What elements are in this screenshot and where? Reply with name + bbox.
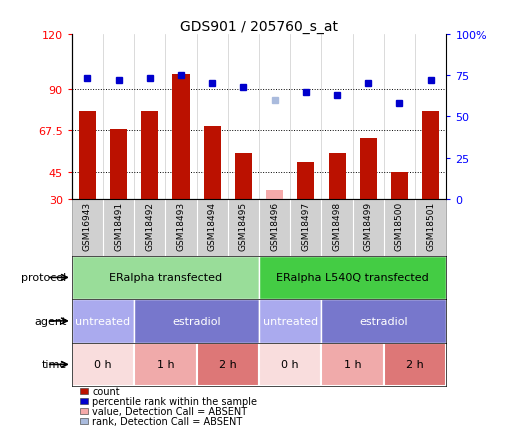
Text: estradiol: estradiol <box>360 316 408 326</box>
Bar <box>322 343 384 386</box>
Bar <box>72 299 134 343</box>
Text: 0 h: 0 h <box>94 360 112 369</box>
Text: count: count <box>92 387 120 396</box>
Text: time: time <box>42 360 67 369</box>
Text: GSM18491: GSM18491 <box>114 201 123 250</box>
Text: GSM18501: GSM18501 <box>426 201 435 250</box>
Bar <box>259 299 322 343</box>
Text: GSM18495: GSM18495 <box>239 201 248 250</box>
Bar <box>391 172 408 200</box>
Text: protocol: protocol <box>22 273 67 283</box>
Bar <box>196 343 259 386</box>
Bar <box>172 75 190 200</box>
Title: GDS901 / 205760_s_at: GDS901 / 205760_s_at <box>180 20 338 34</box>
Bar <box>360 139 377 200</box>
Text: 2 h: 2 h <box>406 360 424 369</box>
Text: GSM18499: GSM18499 <box>364 201 373 250</box>
Bar <box>259 343 322 386</box>
Bar <box>110 130 127 200</box>
Text: estradiol: estradiol <box>172 316 221 326</box>
Text: 1 h: 1 h <box>344 360 362 369</box>
Text: value, Detection Call = ABSENT: value, Detection Call = ABSENT <box>92 407 247 416</box>
Bar <box>384 343 446 386</box>
Bar <box>134 343 196 386</box>
Bar <box>328 154 346 200</box>
Text: ERalpha L540Q transfected: ERalpha L540Q transfected <box>277 273 429 283</box>
Text: rank, Detection Call = ABSENT: rank, Detection Call = ABSENT <box>92 417 243 426</box>
Text: GSM18496: GSM18496 <box>270 201 279 250</box>
Text: 0 h: 0 h <box>282 360 299 369</box>
Bar <box>72 256 259 299</box>
Bar <box>322 299 446 343</box>
Text: GSM18497: GSM18497 <box>301 201 310 250</box>
Text: GSM18492: GSM18492 <box>145 201 154 250</box>
Bar <box>266 191 283 200</box>
Text: agent: agent <box>34 316 67 326</box>
Bar <box>79 112 96 200</box>
Text: 2 h: 2 h <box>219 360 236 369</box>
Bar <box>134 299 259 343</box>
Bar <box>235 154 252 200</box>
Text: GSM18500: GSM18500 <box>395 201 404 250</box>
Bar <box>422 112 439 200</box>
Text: GSM18498: GSM18498 <box>332 201 342 250</box>
Bar <box>72 343 134 386</box>
Text: GSM18494: GSM18494 <box>208 201 217 250</box>
Text: percentile rank within the sample: percentile rank within the sample <box>92 397 258 406</box>
Text: untreated: untreated <box>263 316 318 326</box>
Text: ERalpha transfected: ERalpha transfected <box>109 273 222 283</box>
Bar <box>298 163 314 200</box>
Bar <box>141 112 159 200</box>
Text: untreated: untreated <box>75 316 131 326</box>
Text: 1 h: 1 h <box>156 360 174 369</box>
Bar <box>204 126 221 200</box>
Text: GSM16943: GSM16943 <box>83 201 92 250</box>
Text: GSM18493: GSM18493 <box>176 201 186 250</box>
Bar <box>259 256 446 299</box>
